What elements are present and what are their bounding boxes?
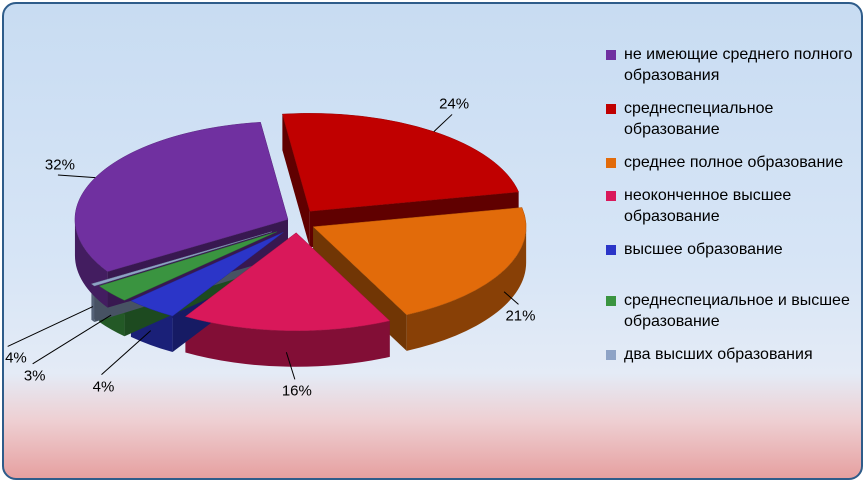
legend-item: высшее образование xyxy=(604,239,854,260)
legend-label: среднее полное образование xyxy=(624,154,844,171)
leader-line-1 xyxy=(503,291,519,305)
legend-swatch xyxy=(606,245,616,255)
leader-line-5 xyxy=(7,306,94,347)
legend-swatch xyxy=(606,350,616,360)
leader-line-3 xyxy=(101,330,152,375)
legend-item: среднеспециальное и высшее образование xyxy=(604,290,854,332)
legend-swatch xyxy=(606,50,616,60)
legend-swatch xyxy=(606,296,616,306)
slice-value-label: 16% xyxy=(281,382,312,400)
pie-slice-6 xyxy=(74,121,289,272)
slice-value-label: 24% xyxy=(439,95,470,113)
pie-slice-4 xyxy=(98,231,277,301)
legend-label: высшее образование xyxy=(624,241,783,258)
slice-value-label: 32% xyxy=(44,156,75,174)
slice-value-label: 0,4% xyxy=(4,349,27,367)
pie-slice-0 xyxy=(282,113,520,212)
legend-swatch xyxy=(606,191,616,201)
legend-label: среднеспециальное и высшее образование xyxy=(624,292,850,330)
pie-slice-5 xyxy=(90,231,272,287)
pie-slice-2 xyxy=(184,232,391,332)
pie-slice-3 xyxy=(130,232,284,317)
leader-line-4 xyxy=(32,314,112,365)
slice-value-label: 21% xyxy=(505,307,536,325)
slice-edge-wall-0-0 xyxy=(282,114,310,248)
legend: не имеющие среднего полного образования с… xyxy=(604,44,854,365)
legend-label: неоконченное высшее образование xyxy=(624,187,792,225)
legend-label: среднеспециальное образование xyxy=(624,100,774,138)
legend-label: два высших образования xyxy=(624,346,813,363)
leader-line-0 xyxy=(433,114,453,132)
legend-item: среднеспециальное образование xyxy=(604,98,854,140)
leader-line-2 xyxy=(285,352,296,380)
legend-swatch xyxy=(606,104,616,114)
pie-chart xyxy=(7,113,527,380)
legend-item: два высших образования xyxy=(604,344,854,365)
slice-value-label: 4% xyxy=(92,378,115,396)
slice-value-label: 3% xyxy=(23,367,46,385)
legend-swatch xyxy=(606,158,616,168)
slice-outer-wall-6-0 xyxy=(74,219,108,308)
leader-line-6 xyxy=(57,174,96,179)
legend-item: среднее полное образование xyxy=(604,152,854,173)
legend-item: не имеющие среднего полного образования xyxy=(604,44,854,86)
legend-label: не имеющие среднего полного образования xyxy=(624,46,853,84)
legend-item: неоконченное высшее образование xyxy=(604,185,854,227)
slice-outer-wall-1-0 xyxy=(406,226,527,351)
pie-slice-1 xyxy=(312,207,527,316)
